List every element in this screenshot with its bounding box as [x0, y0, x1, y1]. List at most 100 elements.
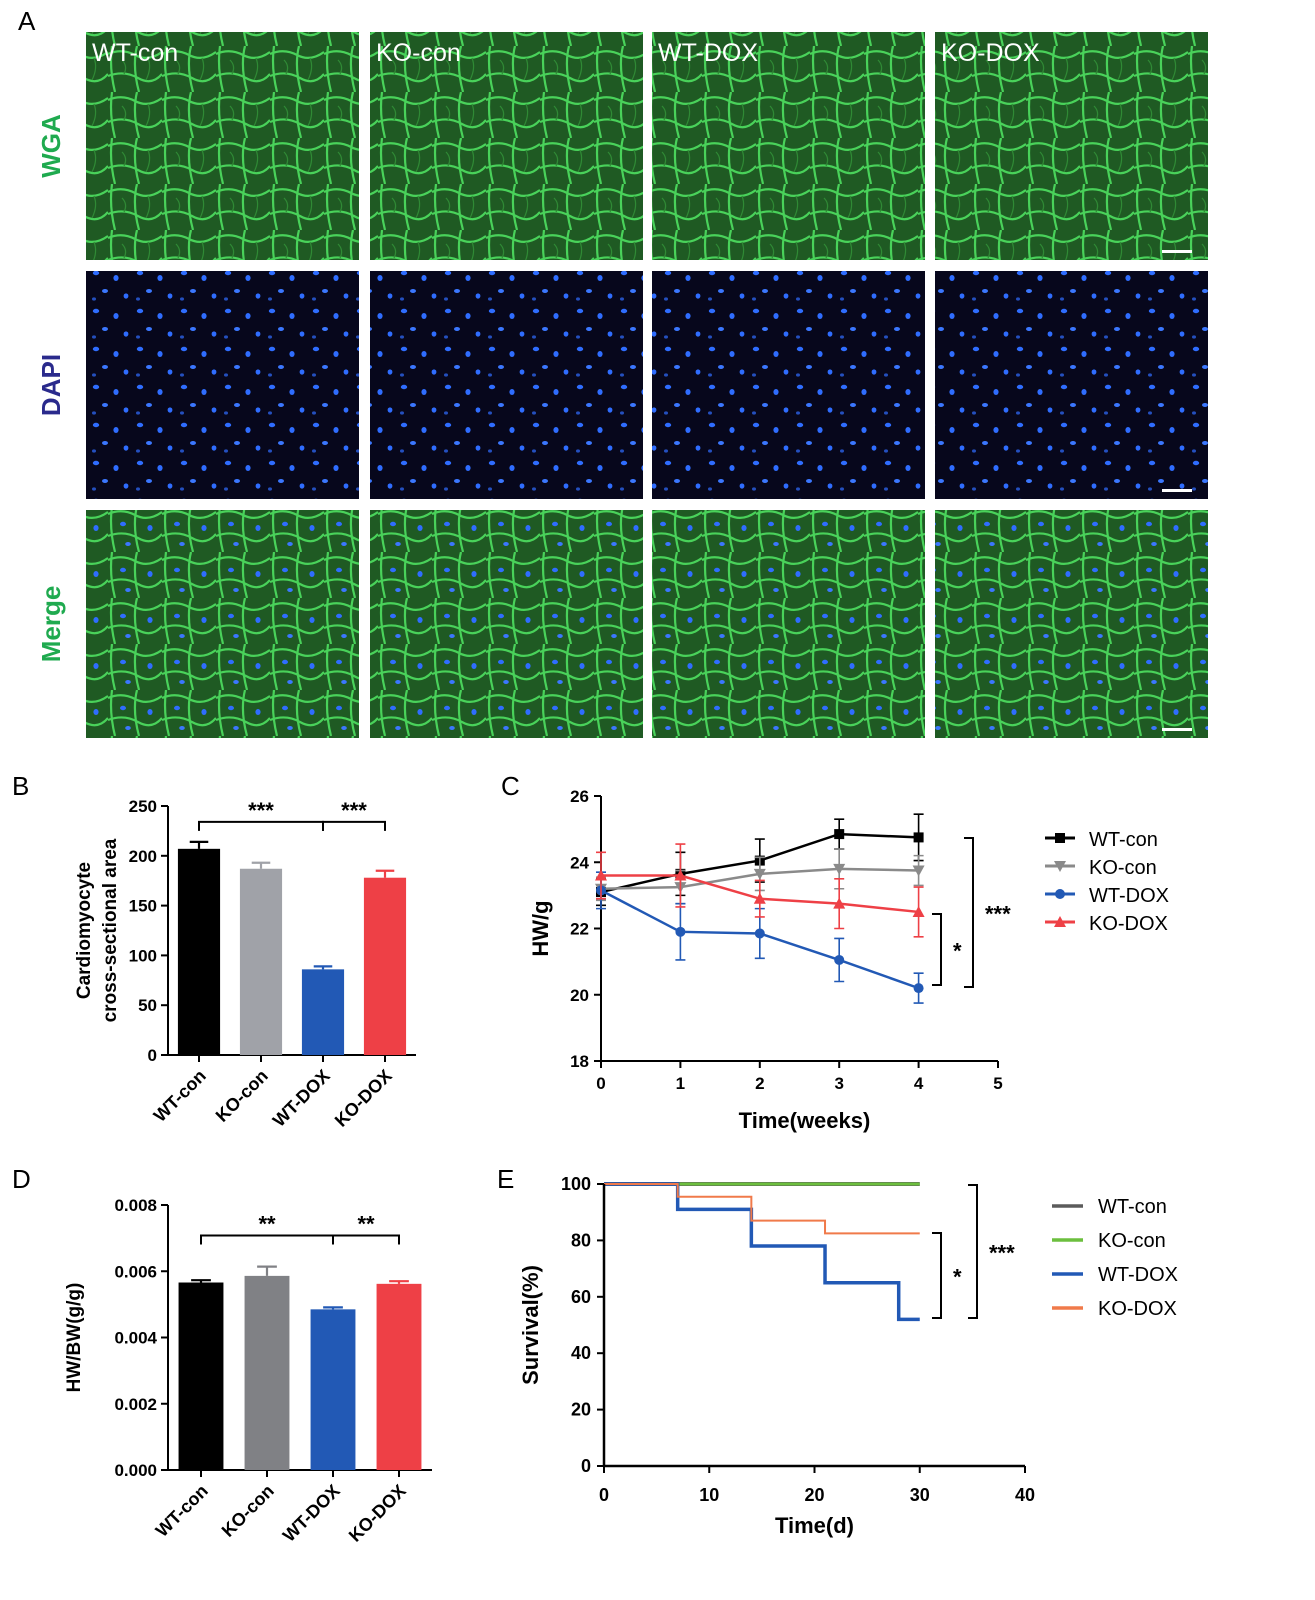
significance-label: *** [989, 1241, 1015, 1266]
data-point [913, 983, 924, 994]
y-tick-label: 20 [571, 1400, 591, 1420]
legend-label: WT-con [1089, 829, 1158, 851]
error-bar [375, 869, 395, 878]
bar [239, 868, 283, 1055]
x-tick-label: KO-DOX [331, 1066, 396, 1131]
significance-label: *** [248, 798, 274, 823]
row-label-merge: Merge [36, 586, 66, 663]
y-tick-label: 0 [148, 1046, 157, 1065]
significance-bracket [332, 1234, 400, 1245]
y-tick-label: 250 [129, 797, 157, 816]
chart-d-plot: 0.000 0.002 0.004 0.006 0.008 WT-con KO-con WT-… [64, 1196, 432, 1546]
y-tick-label: 0 [581, 1456, 591, 1476]
data-point [913, 832, 924, 843]
legend-marker [1054, 916, 1066, 927]
significance-bracket [964, 837, 974, 988]
y-axis-label: HW/g [528, 900, 553, 956]
y-tick-label: 60 [571, 1287, 591, 1307]
y-tick-label: 20 [570, 986, 589, 1005]
significance-bracket [932, 913, 942, 986]
y-tick-label: 0.002 [114, 1395, 157, 1414]
column-label: WT-con [92, 39, 178, 67]
x-tick-label: 10 [699, 1485, 719, 1505]
data-point [912, 865, 925, 877]
y-axis-label-line: Cardiomyocyte [74, 862, 95, 999]
significance-bracket [322, 820, 386, 831]
significance-bracket [200, 1234, 334, 1245]
panel-c-letter: C [501, 771, 520, 801]
micrograph-merge-1 [370, 510, 643, 738]
bar [376, 1283, 422, 1470]
micrograph-dapi-3 [935, 271, 1208, 499]
significance-label: * [953, 1265, 962, 1290]
significance-label: *** [341, 798, 367, 823]
x-tick-label: KO-con [218, 1481, 278, 1541]
significance-bracket [968, 1184, 978, 1319]
error-bar [323, 1306, 343, 1310]
legend-label: WT-con [1098, 1196, 1167, 1218]
x-tick-label: 30 [910, 1485, 930, 1505]
significance-label: *** [985, 902, 1011, 927]
micrograph-merge-3 [935, 510, 1208, 738]
error-bar [389, 1280, 409, 1284]
panel-d-chart: D 0.000 0.002 0.004 0.006 0.008 WT-con KO-con W… [12, 1164, 432, 1546]
legend-label: KO-DOX [1089, 913, 1168, 935]
y-tick-label: 0.006 [114, 1262, 157, 1281]
survival-curve [604, 1182, 920, 1322]
micrograph-wga-0 [86, 32, 359, 260]
micrograph-grid: WGA WT-con KO-con WT-DOX KO-DOX DAPI Merge [36, 32, 1208, 738]
data-point [753, 868, 766, 880]
panel-e-chart: E 0 20 40 60 80 100 0 10 20 30 40 Time(d) Survival(%… [497, 1164, 1178, 1538]
data-point [833, 897, 846, 909]
y-tick-label: 0.008 [114, 1196, 157, 1215]
micrograph-dapi-2 [652, 271, 925, 499]
y-tick-label: 26 [570, 787, 589, 806]
y-tick-label: 100 [561, 1174, 591, 1194]
column-label: KO-DOX [941, 39, 1040, 67]
x-tick-label: 1 [676, 1074, 685, 1093]
bar [301, 969, 345, 1055]
data-point [912, 905, 925, 917]
y-tick-label: 200 [129, 847, 157, 866]
x-axis-label: Time(d) [775, 1513, 854, 1538]
y-axis-label-line: cross-sectional area [100, 838, 121, 1022]
micrograph-dapi-0 [86, 271, 359, 499]
data-point [833, 863, 846, 875]
y-tick-label: 40 [571, 1343, 591, 1363]
data-point [834, 954, 845, 965]
significance-label: ** [357, 1211, 375, 1236]
y-tick-label: 150 [129, 897, 157, 916]
x-tick-label: 3 [834, 1074, 843, 1093]
significance-label: ** [258, 1211, 276, 1236]
y-axis-label: HW/BW(g/g) [64, 1283, 85, 1393]
x-tick-label: 4 [914, 1074, 924, 1093]
panel-b-chart: B 0 50 100 150 200 250 WT-con KO-conWT-DOXKO-DO… [12, 771, 416, 1131]
scale-bar [1162, 250, 1192, 253]
x-tick-label: 40 [1015, 1485, 1035, 1505]
legend-marker [1054, 861, 1066, 872]
micrograph-wga-3 [935, 32, 1208, 260]
data-point [674, 869, 687, 881]
error-bar [189, 840, 209, 849]
bar [178, 1282, 224, 1470]
significance-label: * [953, 939, 962, 964]
bar [244, 1275, 290, 1470]
micrograph-wga-1 [370, 32, 643, 260]
y-tick-label: 0.004 [114, 1329, 157, 1348]
data-point [753, 892, 766, 904]
error-bar [313, 965, 333, 970]
bar [363, 877, 407, 1055]
micrograph-merge-0 [86, 510, 359, 738]
error-bar [251, 861, 271, 869]
x-tick-label: 0 [599, 1485, 609, 1505]
x-tick-label: WT-DOX [279, 1481, 344, 1546]
legend-label: KO-con [1089, 857, 1157, 879]
data-point [834, 829, 845, 840]
bar [310, 1309, 356, 1470]
x-tick-label: KO-DOX [345, 1481, 410, 1546]
y-axis-label: Survival(%) [518, 1265, 543, 1385]
y-tick-label: 18 [570, 1052, 589, 1071]
panel-d-letter: D [12, 1164, 31, 1194]
